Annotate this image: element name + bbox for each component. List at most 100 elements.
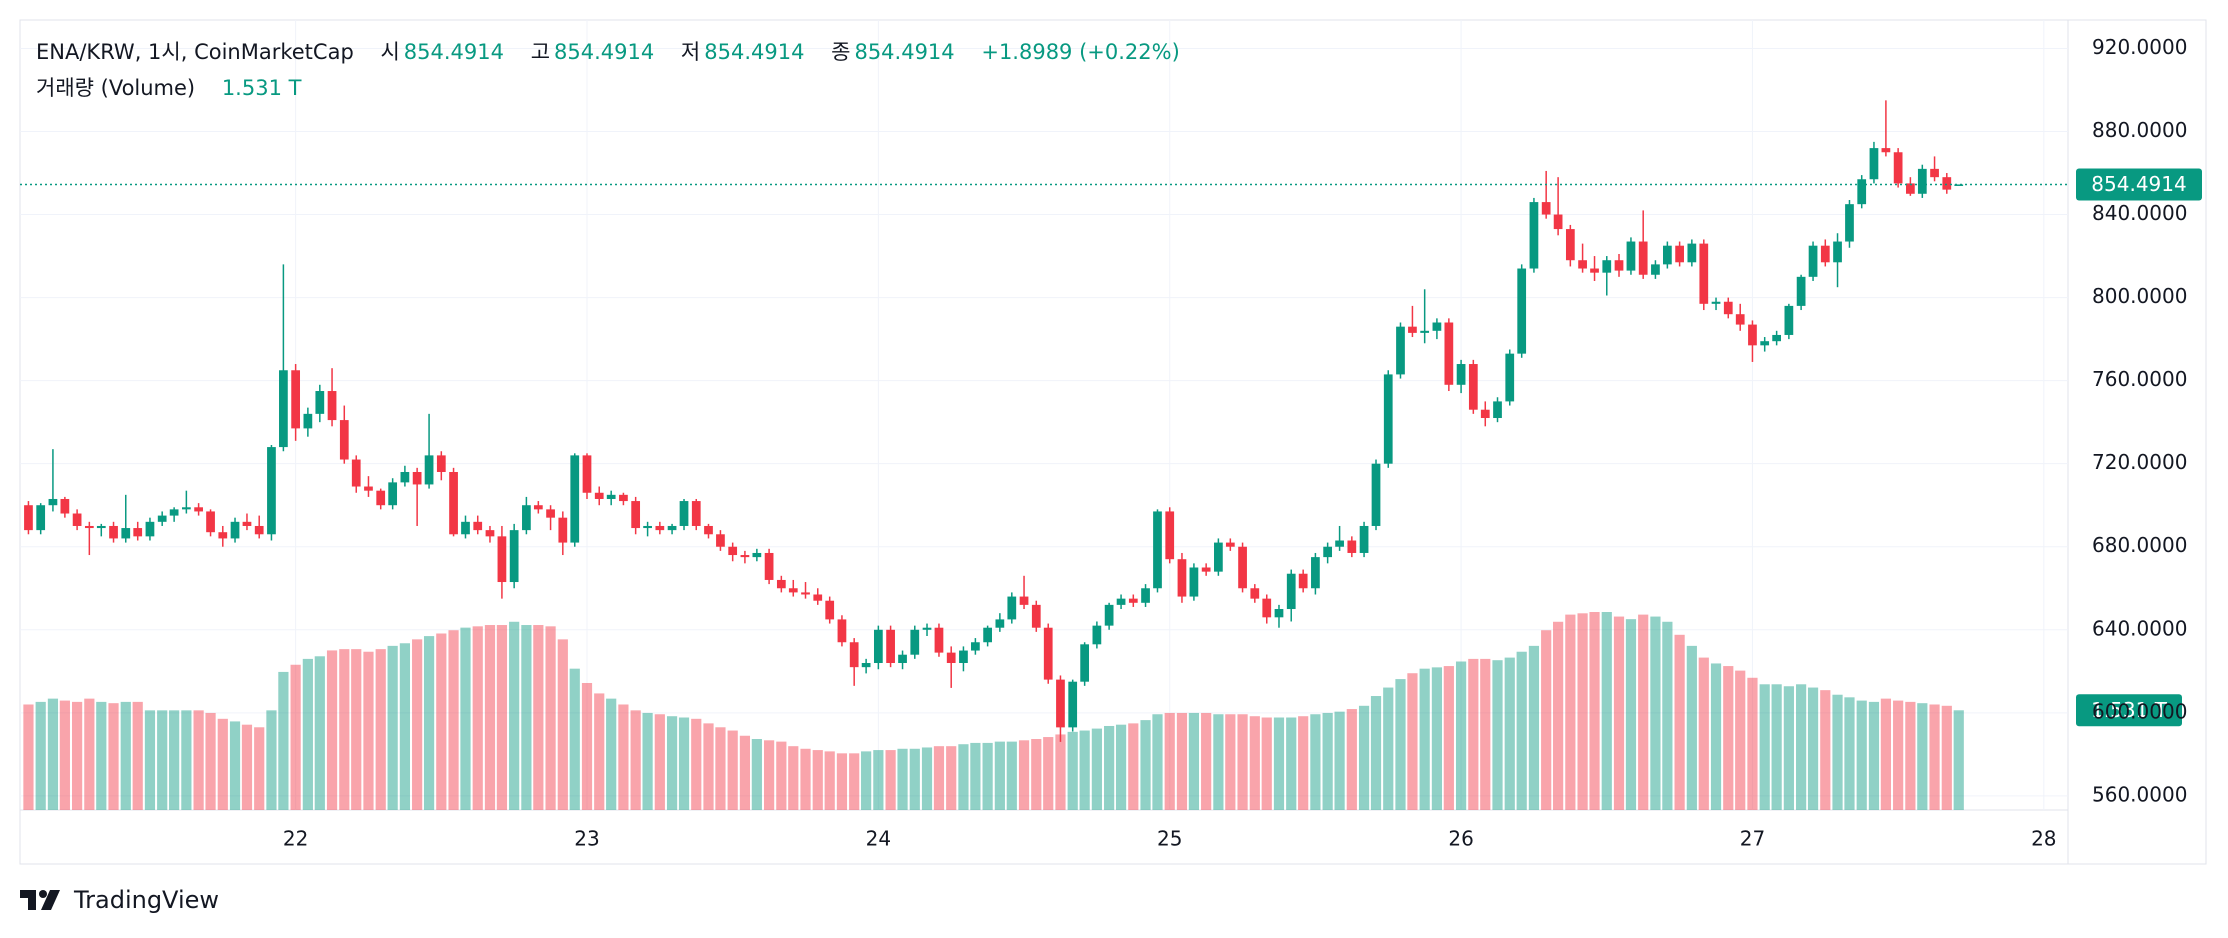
candle-body [1165,511,1175,560]
candle-body [84,525,94,529]
volume-bar [375,649,386,810]
candle-body [1189,567,1199,597]
volume-bar [1067,731,1078,810]
candle-body [497,536,507,583]
candle-body [825,600,835,620]
volume-bar [1601,612,1612,810]
volume-bar [144,710,156,810]
volume-bar [933,746,945,810]
volume-bar [241,724,253,810]
volume-bar [1638,614,1649,810]
volume-bar [897,748,908,810]
candle-body [631,501,641,529]
high-value: 854.4914 [554,40,655,64]
candle-body [1408,326,1417,333]
candle-body [1942,177,1952,190]
volume-bar [1104,725,1115,810]
candle-body [1833,241,1842,263]
candle-body [995,619,1005,628]
brand: TradingView [20,886,219,914]
candle-body [230,521,240,539]
volume-bar [266,710,277,810]
volume-bar [1783,686,1794,810]
volume-bar [776,741,787,810]
volume-bar [1310,714,1321,810]
volume-bar [569,668,580,810]
candle-body [1711,301,1721,304]
candle-body [1480,409,1490,419]
volume-bar [339,649,350,810]
candle-body [1323,546,1333,558]
volume-bar [812,750,823,810]
y-tick-label: 880.0000 [2092,118,2187,142]
candle-body [1080,644,1090,682]
candle-body [1311,557,1320,589]
candle-body [1675,245,1684,263]
chart-frame [19,19,2207,865]
volume-bar [1164,712,1175,810]
x-tick-label: 25 [1157,827,1182,851]
candle-body [861,663,871,668]
candle-body [619,494,628,502]
candle-body [1687,243,1697,263]
candle-body [339,420,349,460]
candle-body [121,528,131,539]
x-tick-label: 24 [866,827,891,851]
volume-bar [715,727,726,810]
candle-body [788,588,798,593]
volume-bar [1504,657,1515,810]
candle-body [1456,364,1466,385]
candle-body [1748,324,1757,346]
candle-body [1153,511,1162,589]
volume-bar [1856,700,1867,810]
candle-body [1007,596,1017,620]
candle-body [776,579,786,589]
volume-bar [1868,701,1880,810]
candle-body [533,505,543,510]
volume-bar [169,710,180,810]
volume-bar [921,747,933,810]
volume-bar [1807,687,1819,810]
volume-bar [1443,666,1454,810]
volume-bar [1140,720,1151,810]
volume-bar [1577,613,1588,810]
candle-body [242,521,252,526]
candle-body [971,642,980,651]
volume-bar [1091,728,1102,810]
close-label: 종 [831,40,851,64]
candle-body [1869,148,1879,180]
legend-price: ENA/KRW, 1시, CoinMarketCap 시 854.4914 고 85… [36,36,1184,66]
candle-body [1651,264,1660,275]
volume-bar [703,723,714,810]
candle-body [1954,184,1964,186]
candle-body [412,471,422,485]
volume-bar [982,742,993,810]
candle-body [436,455,446,472]
candle-body [157,515,167,522]
volume-bars [23,612,1964,810]
volume-bar [1516,651,1527,810]
volume-bar [108,703,119,810]
volume-bar [1832,694,1843,810]
y-tick-label: 840.0000 [2092,201,2187,225]
volume-bar [96,701,107,810]
candle-body [1590,268,1599,273]
volume-bar [1018,740,1030,810]
low-label: 저 [680,40,701,64]
volume-bar [666,716,678,810]
volume-bar [278,671,289,810]
candle-body [679,501,689,526]
volume-bar [1565,614,1576,810]
volume-bar [47,698,59,810]
volume-bar [84,698,95,810]
candle-body [606,494,616,499]
volume-bar [1115,724,1127,810]
candle-body [145,521,155,537]
candle-body [643,525,652,529]
candle-body [740,555,750,558]
volume-bar [739,735,751,810]
volume-bar [157,710,168,810]
candle-body [1493,401,1502,419]
volume-bar [1407,673,1418,810]
candle-body [109,525,118,539]
